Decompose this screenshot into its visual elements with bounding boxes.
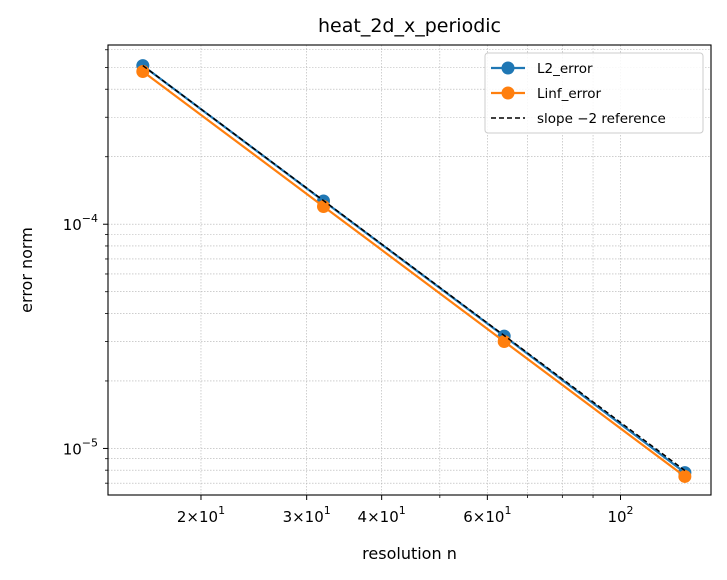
x-axis-label: resolution n — [362, 544, 457, 563]
x-tick-label: 6×101 — [463, 504, 511, 526]
y-tick-label: 10−4 — [63, 212, 98, 234]
legend-marker — [501, 61, 515, 75]
ticks: 2×101 3×101 4×101 6×101 102 10−4 10−5 — [63, 49, 634, 526]
data-point — [497, 334, 511, 348]
legend-label: slope −2 reference — [537, 111, 666, 127]
x-tick-label: 102 — [607, 504, 633, 526]
series-line-1 — [142, 70, 686, 478]
series-layer — [136, 59, 692, 483]
legend-frame — [484, 52, 704, 134]
chart-title: heat_2d_x_periodic — [318, 15, 501, 37]
y-axis-label: error norm — [17, 227, 36, 313]
series-line-2 — [142, 64, 686, 472]
y-tick-label: 10−5 — [63, 436, 98, 458]
x-tick-label: 2×101 — [177, 504, 225, 526]
legend-marker — [501, 86, 515, 100]
legend-label: Linf_error — [537, 86, 601, 102]
plot-frame — [107, 44, 712, 496]
data-point — [136, 64, 150, 78]
data-point — [678, 469, 692, 483]
data-point — [316, 199, 330, 213]
x-tick-label: 4×101 — [358, 504, 406, 526]
legend-label: L2_error — [537, 61, 593, 77]
x-tick-label: 3×101 — [283, 504, 331, 526]
